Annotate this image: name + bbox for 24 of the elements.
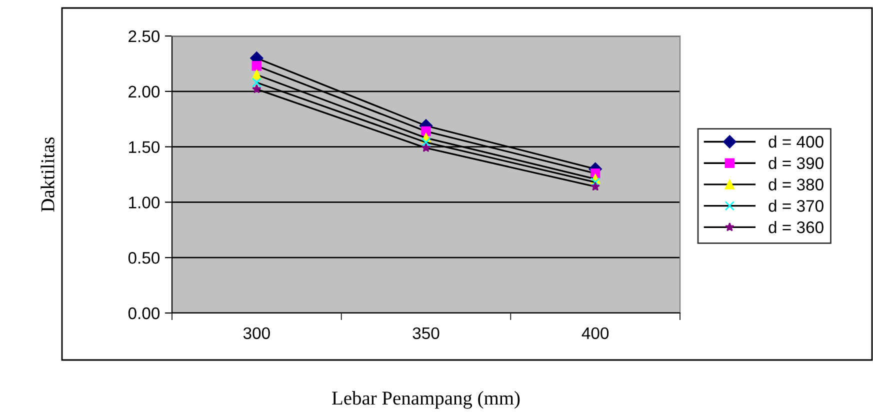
point (590, 182, 600, 191)
point (252, 84, 262, 94)
legend-label: d = 390 (768, 156, 824, 170)
point (421, 143, 431, 152)
x-tick-label: 400 (582, 327, 609, 340)
legend-label: d = 400 (768, 135, 824, 148)
y-tick-label: 2.00 (128, 86, 160, 98)
point (252, 70, 262, 80)
y-tick-label: 2.50 (128, 30, 160, 42)
point (421, 138, 431, 148)
point (590, 177, 600, 188)
x-axis-title: Lebar Penampang (mm) (332, 391, 520, 409)
y-tick-label: 1.00 (129, 196, 160, 208)
point (252, 61, 262, 71)
x-tick-label: 350 (412, 327, 440, 340)
x-tick-label: 300 (243, 327, 270, 340)
y-tick-label: 0.50 (128, 252, 160, 264)
legend-label: d = 370 (768, 200, 824, 212)
y-tick-label: 0.00 (128, 307, 160, 320)
y-tick-label: 1.50 (129, 141, 160, 154)
legend-label: d = 380 (768, 178, 824, 190)
legend-label: d = 360 (768, 220, 824, 234)
point (252, 78, 262, 88)
y-axis-title: Daktilitas (40, 137, 54, 212)
